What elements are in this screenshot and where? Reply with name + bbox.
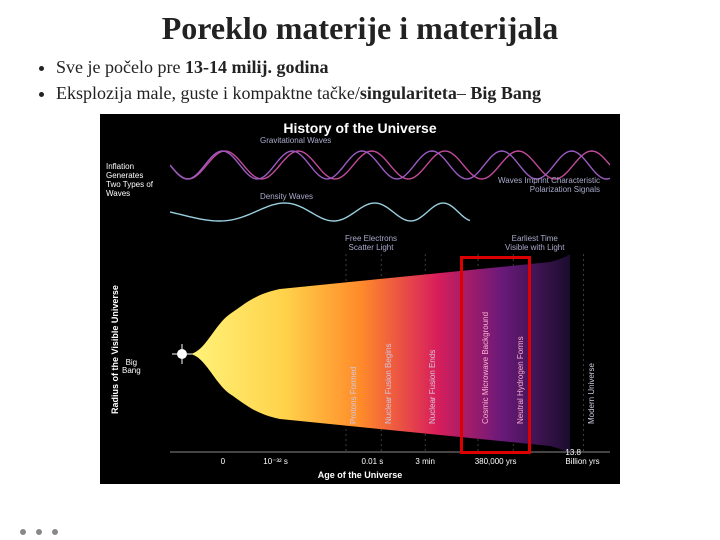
gravitational-waves-region: Gravitational Waves Waves Imprint Charac…	[170, 140, 610, 190]
grav-waves-label: Gravitational Waves	[260, 136, 331, 145]
vertical-epoch-label: Nuclear Fusion Begins	[384, 343, 393, 423]
history-of-universe-figure: History of the Universe InflationGenerat…	[100, 114, 620, 484]
bullet-item: Eksplozija male, guste i kompaktne tačke…	[56, 81, 690, 105]
big-bang-label: BigBang	[122, 359, 141, 375]
x-tick-label: 0.01 s	[361, 457, 383, 466]
x-tick-label: 13.8 Billion yrs	[565, 448, 601, 466]
highlight-red-box	[460, 256, 530, 454]
x-tick-label: 380,000 yrs	[475, 457, 517, 466]
waves-imprint-label: Waves Imprint CharacteristicPolarization…	[498, 176, 600, 194]
density-waves-region: Density Waves	[170, 194, 610, 230]
x-tick-label: 3 min	[415, 457, 435, 466]
figure-title: History of the Universe	[100, 120, 620, 136]
dot-icon	[52, 529, 58, 535]
dot-icon	[20, 529, 26, 535]
density-waves-label: Density Waves	[260, 192, 313, 201]
vertical-epoch-label: Nuclear Fusion Ends	[428, 349, 437, 423]
slide-indicator-dots	[20, 529, 58, 535]
bullet-list: Sve je počelo pre 13-14 milij. godina Ek…	[30, 55, 690, 106]
universe-cone-diagram: Protons Formed Nuclear Fusion Begins Nucle…	[170, 254, 610, 454]
vertical-epoch-label: Protons Formed	[349, 366, 358, 423]
dot-icon	[36, 529, 42, 535]
y-axis-label: Radius of the Visible Universe	[110, 285, 120, 414]
earliest-time-label: Earliest TimeVisible with Light	[505, 234, 564, 252]
vertical-epoch-label: Modern Universe	[587, 363, 596, 424]
free-electrons-label: Free ElectronsScatter Light	[345, 234, 397, 252]
x-tick-label: 0	[221, 457, 225, 466]
density-waves-svg	[170, 194, 610, 230]
x-tick-label: 10⁻³² s	[263, 457, 288, 466]
bullet-item: Sve je počelo pre 13-14 milij. godina	[56, 55, 690, 79]
inflation-text: InflationGeneratesTwo Types ofWaves	[106, 162, 153, 199]
slide-title: Poreklo materije i materijala	[30, 10, 690, 47]
x-axis-label: Age of the Universe	[100, 470, 620, 480]
